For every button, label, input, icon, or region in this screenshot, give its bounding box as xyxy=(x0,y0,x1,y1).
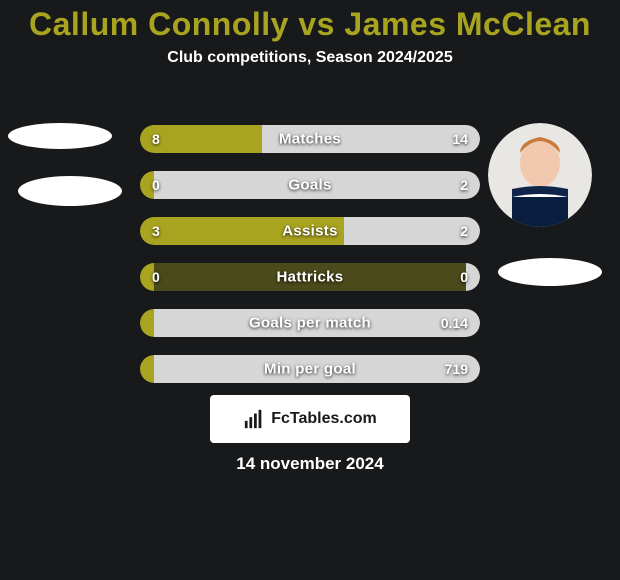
stat-row: Assists3 2 xyxy=(140,217,480,245)
stat-label: Matches xyxy=(140,131,480,148)
player-left-avatar xyxy=(8,123,112,149)
stat-value-right: 2 xyxy=(460,177,468,193)
stat-value-right: 2 xyxy=(460,223,468,239)
stat-value-left: 3 xyxy=(152,223,160,239)
fctables-logo-icon xyxy=(243,408,265,430)
stat-value-right: 0 xyxy=(460,269,468,285)
stat-value-right: 0.14 xyxy=(441,315,468,331)
page-subtitle: Club competitions, Season 2024/2025 xyxy=(0,49,620,67)
stat-label: Min per goal xyxy=(140,361,480,378)
stat-value-right: 719 xyxy=(445,361,468,377)
stat-row: Matches8 14 xyxy=(140,125,480,153)
placeholder-oval-left xyxy=(18,176,122,206)
comparison-card: Callum Connolly vs James McClean Club co… xyxy=(0,0,620,580)
stat-label: Assists xyxy=(140,223,480,240)
stat-value-left: 0 xyxy=(152,177,160,193)
footer-date: 14 november 2024 xyxy=(0,454,620,474)
player-right-avatar xyxy=(488,123,592,227)
page-title: Callum Connolly vs James McClean xyxy=(0,0,620,43)
stat-label: Goals xyxy=(140,177,480,194)
stat-value-left: 0 xyxy=(152,269,160,285)
stat-label: Goals per match xyxy=(140,315,480,332)
stat-row: Goals per match0.14 xyxy=(140,309,480,337)
placeholder-oval-right xyxy=(498,258,602,286)
stat-row: Goals0 2 xyxy=(140,171,480,199)
source-badge-text: FcTables.com xyxy=(271,410,377,428)
stat-value-right: 14 xyxy=(452,131,468,147)
stat-bars: Matches814Goals02Assists32Hattricks00Goa… xyxy=(140,125,480,401)
stat-row: Min per goal719 xyxy=(140,355,480,383)
source-badge: FcTables.com xyxy=(210,395,410,443)
stat-row: Hattricks0 0 xyxy=(140,263,480,291)
stat-label: Hattricks xyxy=(140,269,480,286)
avatar-photo-icon xyxy=(488,123,592,227)
stat-value-left: 8 xyxy=(152,131,160,147)
